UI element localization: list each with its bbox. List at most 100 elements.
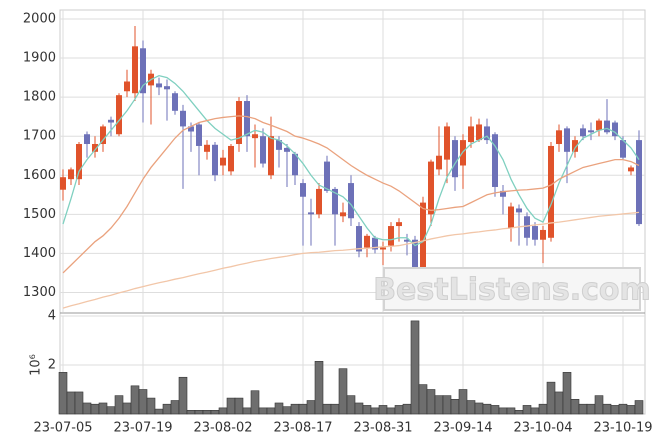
candle-body xyxy=(596,120,602,131)
volume-bar xyxy=(354,402,364,415)
candle-body xyxy=(276,140,282,150)
candle-body xyxy=(412,239,418,273)
x-tick-label: 23-09-14 xyxy=(433,421,492,436)
volume-bar xyxy=(90,403,100,415)
candle-body xyxy=(372,237,378,250)
volume-bar xyxy=(218,407,228,415)
volume-bar xyxy=(506,407,516,415)
candle-body xyxy=(356,226,362,252)
volume-bar xyxy=(106,406,116,415)
candle-body xyxy=(60,177,66,190)
volume-bar xyxy=(370,407,380,415)
candle-body xyxy=(92,144,98,152)
volume-bar xyxy=(562,372,572,415)
volume-bar xyxy=(530,407,540,415)
volume-bar xyxy=(498,407,508,415)
volume-bar xyxy=(546,381,556,415)
volume-bar xyxy=(210,410,220,415)
candle-body xyxy=(156,83,162,88)
volume-bar xyxy=(434,395,444,415)
candle-body xyxy=(300,183,306,197)
x-tick-label: 23-08-17 xyxy=(273,421,332,436)
volume-bar xyxy=(194,410,204,415)
candle-body xyxy=(292,153,298,176)
volume-bar xyxy=(594,395,604,415)
volume-bar xyxy=(146,397,156,415)
candle-body xyxy=(284,147,290,152)
candle-body xyxy=(108,119,114,123)
candle-body xyxy=(244,101,250,137)
candle-body xyxy=(636,140,642,225)
y-tick-label: 1300 xyxy=(23,285,56,300)
volume-bar xyxy=(634,400,644,415)
candle-body xyxy=(252,134,258,139)
volume-bar xyxy=(258,407,268,415)
y-tick-label: 1900 xyxy=(23,51,56,66)
candle-body xyxy=(84,134,90,145)
volume-bar xyxy=(410,320,420,415)
volume-bar xyxy=(402,403,412,415)
moving-average-line xyxy=(62,74,640,247)
candle-body xyxy=(228,145,234,172)
volume-bar xyxy=(290,403,300,415)
volume-bar xyxy=(114,395,124,415)
volume-bar xyxy=(282,406,292,415)
candle-body xyxy=(268,136,274,176)
x-tick-label: 23-07-19 xyxy=(113,421,172,436)
volume-bar xyxy=(66,391,76,415)
volume-bar xyxy=(226,397,236,415)
candle-body xyxy=(340,212,346,217)
candle-body xyxy=(164,86,170,90)
y-tick-label: 2000 xyxy=(23,11,56,26)
candle-body xyxy=(220,157,226,166)
candle-body xyxy=(564,128,570,152)
volume-bar xyxy=(306,400,316,415)
candle-body xyxy=(532,226,538,240)
volume-bar xyxy=(186,410,196,415)
volume-bar xyxy=(554,391,564,415)
candle-body xyxy=(524,216,530,238)
volume-bar xyxy=(330,403,340,415)
candle-body xyxy=(500,190,506,197)
candle-body xyxy=(364,235,370,248)
volume-bar xyxy=(490,405,500,415)
candle-body xyxy=(172,93,178,111)
candle-body xyxy=(436,155,442,170)
candle-body xyxy=(420,202,426,270)
volume-bar xyxy=(242,407,252,415)
volume-bar xyxy=(138,389,148,415)
y-tick-label: 1600 xyxy=(23,168,56,183)
volume-bar xyxy=(162,403,172,415)
volume-bar xyxy=(458,389,468,415)
candle-body xyxy=(196,124,202,146)
candle-body xyxy=(484,126,490,141)
volume-bar xyxy=(482,403,492,415)
volume-bar xyxy=(298,403,308,415)
candle-body xyxy=(388,226,394,246)
y-axis-label: 10⁶ xyxy=(29,354,44,376)
candle-body xyxy=(540,229,546,240)
volume-bar xyxy=(538,403,548,415)
volume-bar xyxy=(346,395,356,415)
x-tick-label: 23-10-04 xyxy=(513,421,572,436)
volume-bar xyxy=(626,405,636,415)
volume-bar xyxy=(618,403,628,415)
candle-body xyxy=(236,101,242,145)
candle-body xyxy=(380,247,386,250)
candle-body xyxy=(316,188,322,215)
y-tick-label: 1400 xyxy=(23,246,56,261)
volume-bar xyxy=(466,400,476,415)
candle-body xyxy=(508,206,514,229)
candle-body xyxy=(468,126,474,143)
volume-bar xyxy=(130,385,140,415)
watermark: BestListens.com xyxy=(373,273,651,308)
volume-bar xyxy=(122,402,132,415)
volume-bar xyxy=(178,376,188,415)
y-tick-label: 4 xyxy=(48,309,56,324)
candle-body xyxy=(612,122,618,137)
y-tick-label: 1800 xyxy=(23,90,56,105)
volume-bar xyxy=(274,402,284,415)
candle-body xyxy=(588,130,594,133)
y-tick-label: 1700 xyxy=(23,129,56,144)
